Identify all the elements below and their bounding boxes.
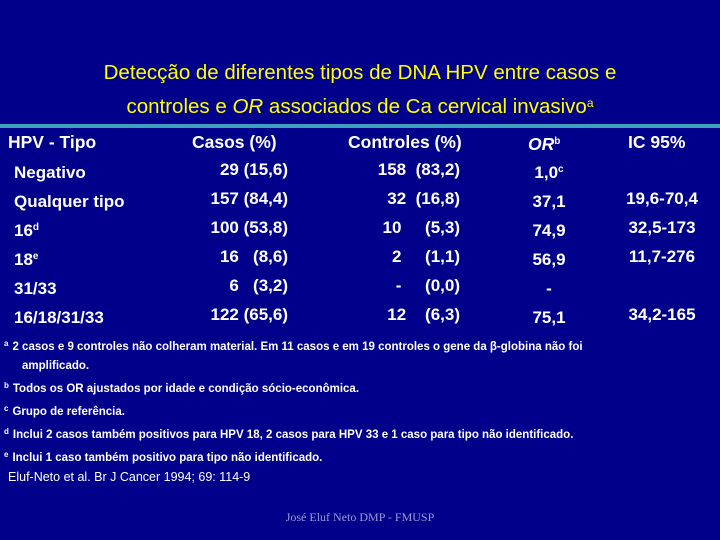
tipo-label: 16 [14,221,33,240]
cell-controles: 10 (5,3) [382,218,460,237]
table-row: 16d 100 (53,8) 10 (5,3) 74,9 32,5-173 [0,214,720,242]
footnote-text: Inclui 2 casos também positivos para HPV… [12,429,574,441]
table-row: 31/33 6 (3,2) - (0,0) - [0,272,720,300]
cell-controles: - (0,0) [395,276,460,295]
footnote-text: amplificado. [22,360,90,372]
header-or: ORb [528,128,560,158]
cell-tipo: Negativo [14,156,86,187]
title-line-1: Detecção de diferentes tipos de DNA HPV … [103,61,617,84]
cell-controles: 2 (1,1) [391,247,460,266]
cell-ic: 11,7-276 [628,247,696,266]
citation: Eluf-Neto et al. Br J Cancer 1994; 69: 1… [8,470,251,484]
footnote-text: Todos os OR ajustados por idade e condiç… [12,383,360,395]
header-casos: Casos (%) [192,132,277,152]
slide-title: Detecção de diferentes tipos de DNA HPV … [0,58,720,122]
or-value: 74,9 [532,221,566,240]
header-ic: IC 95% [628,132,686,152]
cell-tipo: 16d [14,214,39,245]
cell-casos: 6 (3,2) [229,276,288,295]
table-header-row: HPV - Tipo Casos (%) Controles (%) ORb I… [0,128,720,156]
tipo-label: 18 [14,250,33,269]
tipo-sup: e [32,251,39,262]
title-or: OR [232,95,264,118]
cell-casos: 29 (15,6) [219,160,288,179]
or-value: 1,0 [534,163,559,182]
title-superscript: a [586,96,594,110]
title-line-2: controles e OR associados de Ca cervical… [0,88,720,122]
cell-casos: 16 (8,6) [219,247,288,266]
header-hpv-tipo: HPV - Tipo [8,132,97,152]
cell-casos: 157 (84,4) [210,189,289,208]
cell-or: 1,0c [520,156,578,187]
cell-casos: 100 (53,8) [210,218,289,237]
cell-casos: 122 (65,6) [210,305,289,324]
cell-controles: 12 (6,3) [387,305,460,324]
title-line-2-post: associados de Ca cervical invasivo [263,95,587,118]
cell-controles: 158 (83,2) [377,160,460,179]
cell-or: 56,9 [520,243,578,274]
table-row: Negativo 29 (15,6) 158 (83,2) 1,0c [0,156,720,184]
footnote: c Grupo de referência. [4,399,716,422]
title-line-2-pre: controles e [126,95,233,118]
footnote-text: 2 casos e 9 controles não colheram mater… [12,341,583,353]
table-row: 16/18/31/33 122 (65,6) 12 (6,3) 75,1 34,… [0,301,720,329]
or-value: 56,9 [532,250,566,269]
header-controles: Controles (%) [348,132,462,152]
table-row: Qualquer tipo 157 (84,4) 32 (16,8) 37,1 … [0,185,720,213]
footnote-text: Grupo de referência. [12,406,125,418]
footnote-mark: a [4,339,9,348]
cell-tipo: 31/33 [14,272,57,303]
cell-or: 37,1 [520,185,578,216]
header-or-sup: b [554,136,561,147]
cell-or: 74,9 [520,214,578,245]
footnote-mark: d [4,427,9,436]
header-divider [0,124,720,128]
footnote-mark: e [4,450,9,459]
footnote-mark: b [4,381,9,390]
or-value: 75,1 [532,308,566,327]
or-value: - [546,279,552,298]
footnote: e Inclui 1 caso também positivo para tipo… [4,445,716,468]
table-row: 18e 16 (8,6) 2 (1,1) 56,9 11,7-276 [0,243,720,271]
cell-or: - [520,272,578,303]
tipo-label: 31/33 [14,279,57,298]
cell-tipo: Qualquer tipo [14,185,125,216]
or-value: 37,1 [532,192,566,211]
footnote-text: Inclui 1 caso também positivo para tipo … [12,452,323,464]
cell-controles: 32 (16,8) [387,189,460,208]
cell-tipo: 16/18/31/33 [14,301,104,332]
footnote: b Todos os OR ajustados por idade e condi… [4,376,716,399]
cell-tipo: 18e [14,243,38,274]
cell-ic: 34,2-165 [628,305,696,324]
cell-ic: 19,6-70,4 [626,189,698,208]
tipo-sup: d [32,222,40,233]
or-sup: c [558,164,564,175]
footnote: d Inclui 2 casos também positivos para HP… [4,422,716,445]
tipo-label: Negativo [14,163,86,182]
slide-footer: José Eluf Neto DMP - FMUSP [285,510,435,524]
tipo-label: Qualquer tipo [14,192,125,211]
cell-ic: 32,5-173 [628,218,696,237]
footnote-mark: c [4,404,9,413]
header-or-label: OR [528,134,555,154]
footnote: amplificado. [4,357,716,376]
cell-or: 75,1 [520,301,578,332]
tipo-label: 16/18/31/33 [14,308,104,327]
